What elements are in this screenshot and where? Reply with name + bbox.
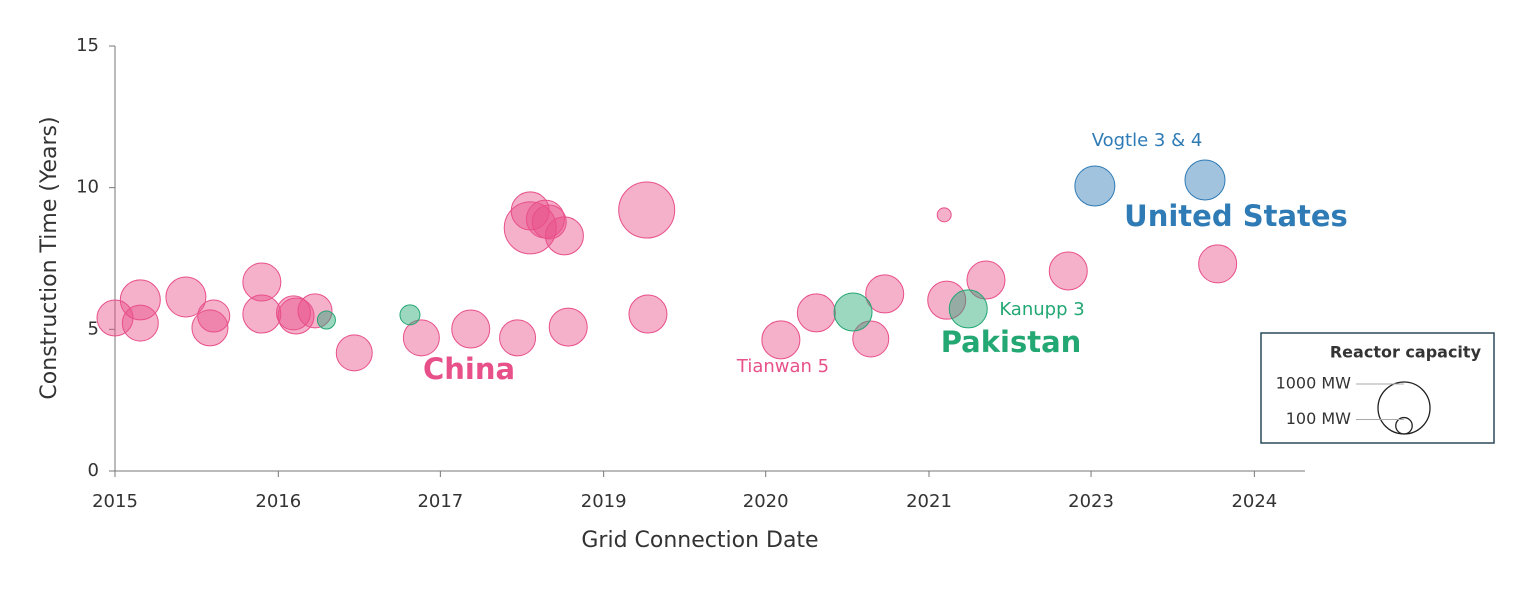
x-tick-label: 2019: [581, 491, 627, 512]
bubble: [936, 207, 952, 223]
x-tick-label: 2016: [255, 491, 301, 512]
bubble: [1198, 244, 1238, 284]
size-legend-title: Reactor capacity: [1330, 343, 1482, 362]
size-legend-label: 1000 MW: [1276, 374, 1352, 393]
x-tick-label: 2020: [743, 491, 789, 512]
x-tick-label: 2017: [417, 491, 463, 512]
bubble: [865, 274, 905, 314]
series-label: United States: [1124, 199, 1348, 233]
bubble: [1048, 251, 1088, 291]
bubble: [316, 310, 336, 330]
bubble: [761, 320, 801, 360]
bubble: [531, 204, 567, 240]
annotation: Tianwan 5: [736, 356, 829, 377]
bubble: [618, 181, 676, 239]
series-label: China: [423, 352, 515, 386]
y-tick-label: 5: [88, 318, 99, 339]
bubble: [1184, 159, 1226, 201]
bubble: [833, 292, 873, 332]
bubble: [548, 307, 588, 347]
bubble: [121, 304, 159, 342]
bubble: [1074, 165, 1116, 207]
bubble: [242, 294, 282, 334]
bubble: [544, 216, 584, 256]
size-legend-circle: [1395, 416, 1413, 435]
bubble: [796, 293, 836, 333]
bubble: [966, 260, 1006, 300]
x-axis-title: Grid Connection Date: [581, 528, 818, 553]
annotation: Kanupp 3: [999, 299, 1084, 320]
bubble: [402, 319, 440, 357]
size-legend-box: [1260, 332, 1495, 444]
bubble: [297, 293, 333, 329]
y-tick-label: 0: [88, 460, 99, 481]
bubble: [852, 320, 890, 358]
x-tick-label: 2024: [1231, 491, 1277, 512]
bubble: [927, 280, 967, 320]
bubble: [399, 304, 421, 326]
bubble: [503, 201, 557, 255]
bubble: [335, 334, 373, 372]
bubble: [948, 289, 988, 329]
bubble: [191, 309, 229, 347]
bubble: [242, 262, 282, 302]
y-axis-title: Construction Time (Years): [37, 116, 62, 399]
bubble: [165, 276, 207, 318]
y-tick-label: 10: [76, 177, 99, 198]
y-tick-label: 15: [76, 35, 99, 56]
series-label: Pakistan: [941, 325, 1082, 359]
annotation: Vogtle 3 & 4: [1092, 130, 1203, 151]
bubble: [197, 299, 231, 333]
size-legend-label: 100 MW: [1286, 409, 1351, 428]
x-tick-label: 2023: [1068, 491, 1114, 512]
x-tick-label: 2015: [92, 491, 138, 512]
x-tick-label: 2021: [906, 491, 952, 512]
bubble: [119, 279, 161, 321]
bubble: [499, 319, 537, 357]
bubble: [96, 299, 134, 337]
bubble: [628, 294, 668, 334]
bubble: [451, 309, 491, 349]
